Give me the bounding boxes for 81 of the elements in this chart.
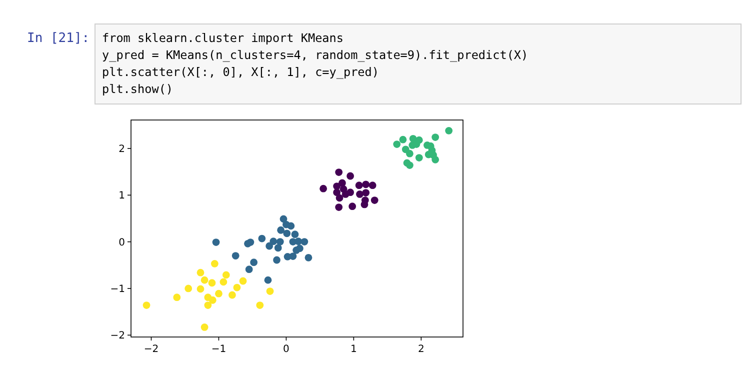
point (208, 279, 216, 287)
point (362, 180, 370, 188)
point (233, 284, 241, 292)
x-tick-label: −1 (211, 344, 226, 355)
point (232, 252, 240, 260)
point (280, 215, 288, 223)
point (432, 156, 440, 164)
point (287, 222, 295, 230)
point (200, 324, 208, 331)
y-tick-label: 2 (118, 144, 125, 155)
point (296, 244, 304, 252)
y-tick-label: −1 (110, 284, 125, 295)
point (196, 268, 204, 276)
point (200, 276, 208, 284)
point (220, 278, 228, 286)
text: y_pred = KMeans(n_clusters=4, random_state=9).fit_predict(X) (102, 48, 528, 62)
point (333, 188, 341, 196)
point (415, 154, 423, 162)
point (348, 202, 356, 210)
point (320, 184, 328, 192)
y-tick-label: −2 (110, 330, 125, 342)
point (304, 254, 312, 262)
point (250, 258, 258, 266)
point (173, 294, 181, 302)
text: from sklearn.cluster import KMeans (102, 31, 344, 45)
point (246, 238, 254, 246)
point (335, 168, 343, 176)
point (208, 296, 216, 304)
point (291, 230, 299, 238)
point (239, 277, 247, 285)
point (294, 238, 302, 246)
point (336, 194, 344, 202)
point (277, 226, 285, 234)
x-tick-label: −2 (144, 344, 159, 355)
point (266, 242, 274, 250)
point (222, 271, 230, 279)
point (256, 302, 264, 309)
point (393, 140, 401, 148)
point (212, 238, 220, 246)
point (360, 200, 368, 208)
point (245, 266, 253, 274)
point (415, 136, 423, 144)
point (368, 182, 376, 190)
x-tick-label: 0 (283, 344, 290, 355)
point (406, 150, 414, 158)
point (445, 127, 453, 134)
point (258, 234, 266, 242)
point (264, 276, 272, 284)
point (406, 162, 414, 169)
point (335, 204, 343, 211)
point (270, 238, 278, 246)
point (210, 260, 218, 268)
point (370, 196, 378, 204)
point (283, 230, 291, 238)
y-tick-label: 0 (118, 237, 125, 248)
point (289, 252, 297, 260)
text: In [21]: (27, 31, 90, 46)
point (300, 238, 308, 246)
point (184, 284, 192, 292)
point (399, 136, 407, 144)
x-tick-label: 1 (350, 344, 357, 355)
text: plt.scatter(X[:, 0], X[:, 1], c=y_pred) (102, 65, 379, 79)
text: plt.show() (102, 82, 174, 96)
point (228, 291, 236, 299)
point (273, 256, 280, 264)
point (266, 288, 274, 295)
point (355, 182, 363, 190)
point (196, 285, 204, 293)
point (274, 244, 282, 252)
point (346, 188, 354, 196)
point (276, 238, 284, 246)
point (204, 302, 212, 309)
point (432, 134, 440, 141)
point (356, 190, 364, 198)
x-tick-label: 2 (418, 344, 424, 355)
point (346, 172, 354, 180)
y-tick-label: 1 (118, 190, 125, 202)
point (362, 189, 370, 196)
point (338, 179, 346, 187)
point (142, 302, 150, 309)
point (215, 290, 222, 298)
